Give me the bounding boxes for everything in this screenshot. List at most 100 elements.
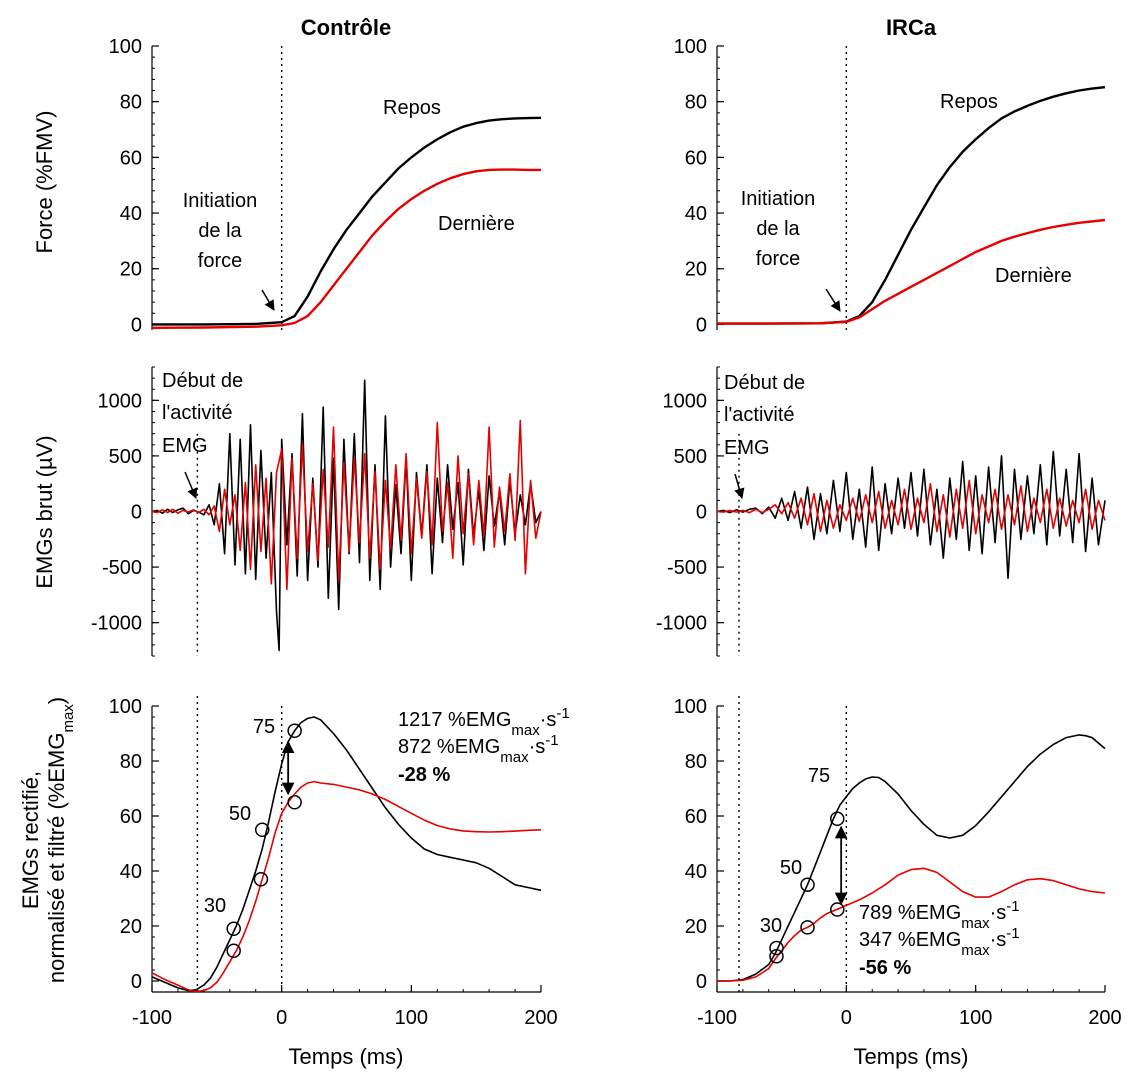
emg-filt-panel-controle: 0 20 40 60 80 100 -100 0 100 200 <box>109 696 558 1029</box>
emg_raw-irca-y-tick-label: -1000 <box>656 613 707 635</box>
emg_filt-irca-x-tick-label: -100 <box>697 1007 737 1029</box>
initiation-controle-line3: force <box>198 250 242 272</box>
force-irca-y-tick-label: 100 <box>674 36 707 58</box>
force-irca-series-derniere <box>717 218 1106 325</box>
initiation-controle-line1: Initiation <box>183 190 258 212</box>
emg_filt-irca-x-tick-label: 100 <box>959 1007 992 1029</box>
debut-controle-line3: EMG <box>162 435 208 457</box>
emg_filt-controle-series-derniere <box>151 780 542 993</box>
emg_raw-irca-y-tick-label: 500 <box>674 446 707 468</box>
debut-controle-line2: l'activité <box>162 402 233 424</box>
initiation-controle-line2: de la <box>198 220 242 242</box>
emg_filt-irca-series-repos <box>717 734 1106 982</box>
emg_filt-controle-y-tick-label: 100 <box>109 696 142 718</box>
force-controle-series-derniere <box>151 168 541 329</box>
point-label-30-irca: 30 <box>760 915 782 937</box>
label-derniere-controle: Dernière <box>438 213 515 235</box>
emg_raw-irca-y-tick-label: 0 <box>696 502 707 524</box>
force-controle-y-tick-label: 80 <box>120 92 142 114</box>
emg_raw-irca-y-tick-label: -500 <box>667 557 707 579</box>
emg_filt-controle-y-tick-label: 80 <box>120 751 142 773</box>
emg_filt-irca-marker-repos-0 <box>769 940 784 956</box>
emg_raw-irca-y-tick-label: 1000 <box>663 390 708 412</box>
emg_filt-irca-y-tick-label: 100 <box>674 696 707 718</box>
point-label-50-controle: 50 <box>229 803 251 825</box>
debut-arrow-controle <box>184 471 198 499</box>
emg_filt-irca-marker-repos-2 <box>830 811 845 826</box>
rate-black-controle: 1217 %EMGmax·s-1 <box>398 705 570 739</box>
force-irca-y-tick-label: 40 <box>685 203 707 225</box>
rate-change-irca: -56 % <box>859 957 911 979</box>
emg_filt-controle-x-tick-label: -100 <box>132 1007 172 1029</box>
emg_filt-controle-y-tick-label: 60 <box>120 806 142 828</box>
xlabel-irca: Temps (ms) <box>854 1044 969 1069</box>
emg_raw-irca-series-repos <box>716 450 1106 580</box>
force-irca-y-tick-label: 60 <box>685 147 707 169</box>
point-label-75-controle: 75 <box>253 716 275 738</box>
force-panel-controle: 0 20 40 60 80 100 <box>109 36 542 336</box>
debut-controle-line1: Début de <box>162 370 243 392</box>
rate-change-controle: -28 % <box>398 764 450 786</box>
emg_filt-irca-marker-repos-1 <box>800 877 815 892</box>
emg_filt-controle-marker-repos-1 <box>254 822 270 837</box>
force-irca-y-tick-label: 20 <box>685 259 707 281</box>
force-panel-irca: 0 20 40 60 80 100 <box>674 36 1106 336</box>
emg_filt-irca-marker-derniere-1 <box>800 920 815 935</box>
force-controle-series-repos <box>152 116 542 326</box>
initiation-irca-line2: de la <box>756 218 800 240</box>
emg_raw-controle-y-tick-label: -1000 <box>91 613 142 635</box>
force-controle-y-tick-label: 60 <box>120 147 142 169</box>
emg_filt-irca-y-tick-label: 40 <box>685 861 707 883</box>
force-irca-y-tick-label: 0 <box>696 314 707 336</box>
rate-red-irca: 347 %EMGmax·s-1 <box>859 925 1020 959</box>
emg_raw-controle-y-tick-label: 500 <box>109 446 142 468</box>
emg_filt-controle-x-tick-label: 100 <box>395 1007 428 1029</box>
point-label-75-irca: 75 <box>808 765 830 787</box>
emg_filt-irca-y-tick-label: 80 <box>685 751 707 773</box>
emg_filt-controle-x-tick-label: 0 <box>276 1007 287 1029</box>
title-controle: Contrôle <box>301 15 391 40</box>
emg_filt-controle-marker-derniere-1 <box>253 872 269 887</box>
emg_filt-controle-y-tick-label: 20 <box>120 916 142 938</box>
debut-irca-line3: EMG <box>724 437 770 459</box>
emg_filt-irca-y-tick-label: 60 <box>685 806 707 828</box>
emg_raw-controle-y-tick-label: 1000 <box>98 390 143 412</box>
point-label-50-irca: 50 <box>780 857 802 879</box>
rate-black-irca: 789 %EMGmax·s-1 <box>859 898 1020 932</box>
emg_filt-controle-marker-repos-0 <box>226 921 241 936</box>
emg-filt-ylabel-line1: EMGs rectifié, <box>18 771 43 909</box>
label-derniere-irca: Dernière <box>995 265 1072 287</box>
label-repos-controle: Repos <box>383 97 441 119</box>
emg_filt-controle-y-tick-label: 40 <box>120 861 142 883</box>
xlabel-controle: Temps (ms) <box>289 1044 404 1069</box>
emg_raw-controle-y-tick-label: -500 <box>102 557 142 579</box>
emg_filt-controle-marker-repos-2 <box>287 723 302 738</box>
label-repos-irca: Repos <box>940 91 998 113</box>
emg_filt-irca-y-tick-label: 0 <box>696 971 707 993</box>
force-controle-y-tick-label: 0 <box>131 314 142 336</box>
force-controle-y-tick-label: 20 <box>120 259 142 281</box>
emg_filt-controle-y-tick-label: 0 <box>131 971 142 993</box>
debut-irca-line1: Début de <box>724 372 805 394</box>
initiation-arrow-irca <box>825 288 841 312</box>
emg_filt-controle-marker-derniere-0 <box>226 943 241 958</box>
emg_raw-irca-series-derniere <box>716 479 1106 538</box>
force-ylabel: Force (%FMV) <box>32 111 57 254</box>
initiation-irca-line3: force <box>756 248 800 270</box>
emg_filt-irca-marker-derniere-0 <box>769 949 784 964</box>
emg_filt-controle-series-repos <box>151 716 542 992</box>
title-irca: IRCa <box>886 15 937 40</box>
emg_filt-irca-x-tick-label: 0 <box>841 1007 852 1029</box>
initiation-arrow-controle <box>261 289 275 311</box>
force-controle-y-tick-label: 100 <box>109 36 142 58</box>
emg_raw-controle-y-tick-label: 0 <box>131 502 142 524</box>
emg-raw-ylabel: EMGs brut (µV) <box>32 435 57 588</box>
emg-filt-ylabel-line2: normalisé et filtré (%EMGmax) <box>44 697 77 983</box>
force-controle-y-tick-label: 40 <box>120 203 142 225</box>
emg-filt-panel-irca: 0 20 40 60 80 100 -100 0 100 200 <box>674 696 1122 1029</box>
force-irca-y-tick-label: 80 <box>685 92 707 114</box>
emg_filt-irca-y-tick-label: 20 <box>685 916 707 938</box>
debut-arrow-irca <box>734 473 745 500</box>
emg_raw-controle-series-derniere <box>151 419 542 591</box>
